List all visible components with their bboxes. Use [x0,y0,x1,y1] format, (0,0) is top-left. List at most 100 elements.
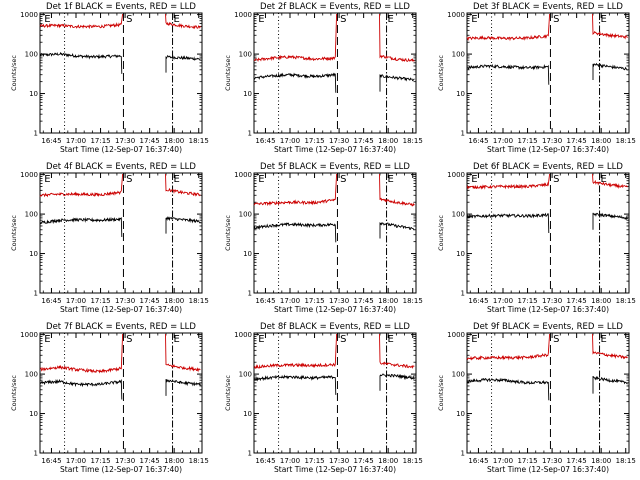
x-tick-label: 17:45 [354,457,374,465]
x-tick-label: 17:30 [115,297,135,305]
x-tick-label: 17:30 [329,137,349,145]
y-tick-label: 1000 [20,171,38,179]
x-tick-label: 18:15 [616,297,636,305]
x-tick-label: 17:15 [517,137,537,145]
plot-frame [253,172,417,294]
series-lld-line [592,13,628,40]
plot-frame [253,332,417,454]
series-events-line [39,51,123,74]
marker-s: S [553,174,559,185]
x-tick-label: 18:00 [378,297,398,305]
x-axis-label: Start Time (12-Sep-07 16:37:40) [60,465,182,474]
marker-s: S [553,334,559,345]
plot-frame [466,332,630,454]
y-tick-label: 1000 [234,331,252,339]
x-tick-label: 18:00 [164,137,184,145]
plot-title: Det 7f BLACK = Events, RED = LLD [46,322,196,332]
x-tick-label: 17:45 [140,297,160,305]
plot-8: Det 8f BLACK = Events, RED = LLD 1 10 100 10… [224,322,423,474]
series-lld-line [253,13,338,62]
x-tick-label: 18:15 [403,137,423,145]
series-events-line [165,54,201,73]
y-tick-label: 1 [248,130,252,138]
plot-5: Det 5f BLACK = Events, RED = LLD 1 10 100 10… [224,162,423,314]
series-events-line [253,374,337,395]
marker-e: E [388,174,394,185]
marker-s: S [126,174,132,185]
series-lld-line [379,333,415,369]
y-axis-label: Counts/sec [437,55,445,91]
marker-e: E [601,174,607,185]
y-tick-label: 1 [461,450,465,458]
y-axis-label: Counts/sec [224,375,232,411]
y-tick-label: 100 [239,371,252,379]
series-events-line [379,221,415,239]
x-tick-label: 18:15 [403,457,423,465]
y-tick-label: 10 [243,250,252,258]
x-tick-label: 18:15 [189,457,209,465]
marker-s: S [126,334,132,345]
x-tick-label: 17:30 [329,297,349,305]
x-tick-label: 17:45 [140,137,160,145]
x-tick-label: 17:15 [90,457,110,465]
series-lld-line [379,173,415,207]
x-tick-label: 18:15 [616,137,636,145]
x-tick-label: 17:15 [90,297,110,305]
series-events-line [466,377,550,401]
marker-e: E [601,14,607,25]
y-tick-label: 1 [461,290,465,298]
x-tick-label: 17:45 [567,297,587,305]
y-tick-label: 1 [34,130,38,138]
y-tick-label: 1000 [234,11,252,19]
y-axis-label: Counts/sec [10,375,18,411]
y-tick-label: 100 [239,211,252,219]
series-lld-line [165,13,201,30]
plot-3: Det 3f BLACK = Events, RED = LLD 1 10 100 10… [437,2,636,154]
x-axis-label: Start Time (12-Sep-07 16:37:40) [274,305,396,314]
y-tick-label: 100 [25,51,38,59]
y-axis-label: Counts/sec [224,55,232,91]
marker-e: E [44,14,50,25]
x-tick-label: 18:00 [378,457,398,465]
x-tick-label: 16:45 [468,137,488,145]
series-events-line [466,63,550,85]
x-axis-label: Start Time (12-Sep-07 16:37:40) [487,305,609,314]
plot-1: Det 1f BLACK = Events, RED = LLD 1 10 100 10… [10,2,209,154]
y-tick-label: 100 [452,211,465,219]
y-tick-label: 1000 [20,11,38,19]
series-lld-line [592,333,628,360]
series-events-line [379,373,415,391]
x-tick-label: 16:45 [255,137,275,145]
x-tick-label: 17:15 [517,297,537,305]
y-axis-label: Counts/sec [224,215,232,251]
series-lld-line [253,333,338,369]
y-tick-label: 1 [34,290,38,298]
y-axis-label: Counts/sec [10,55,18,91]
plot-6: Det 6f BLACK = Events, RED = LLD 1 10 100 10… [437,162,636,314]
x-tick-label: 17:00 [493,457,513,465]
y-tick-label: 1000 [447,11,465,19]
series-events-line [165,378,201,396]
series-lld-line [379,13,415,62]
y-tick-label: 10 [456,90,465,98]
y-tick-label: 1000 [447,171,465,179]
x-tick-label: 17:00 [280,297,300,305]
marker-e: E [471,174,477,185]
marker-s: S [126,14,132,25]
x-tick-label: 17:30 [542,297,562,305]
series-events-line [39,378,123,400]
x-tick-label: 18:00 [591,137,611,145]
marker-s: S [340,14,346,25]
x-tick-label: 17:45 [567,457,587,465]
y-tick-label: 10 [29,410,38,418]
marker-e: E [471,334,477,345]
marker-s: S [340,174,346,185]
x-tick-label: 18:15 [189,137,209,145]
x-axis-label: Start Time (12-Sep-07 16:37:40) [274,465,396,474]
x-tick-label: 17:15 [304,297,324,305]
x-tick-label: 17:15 [304,457,324,465]
series-lld-line [592,173,628,190]
x-tick-label: 17:00 [280,137,300,145]
y-tick-label: 10 [243,410,252,418]
x-tick-label: 18:15 [189,297,209,305]
